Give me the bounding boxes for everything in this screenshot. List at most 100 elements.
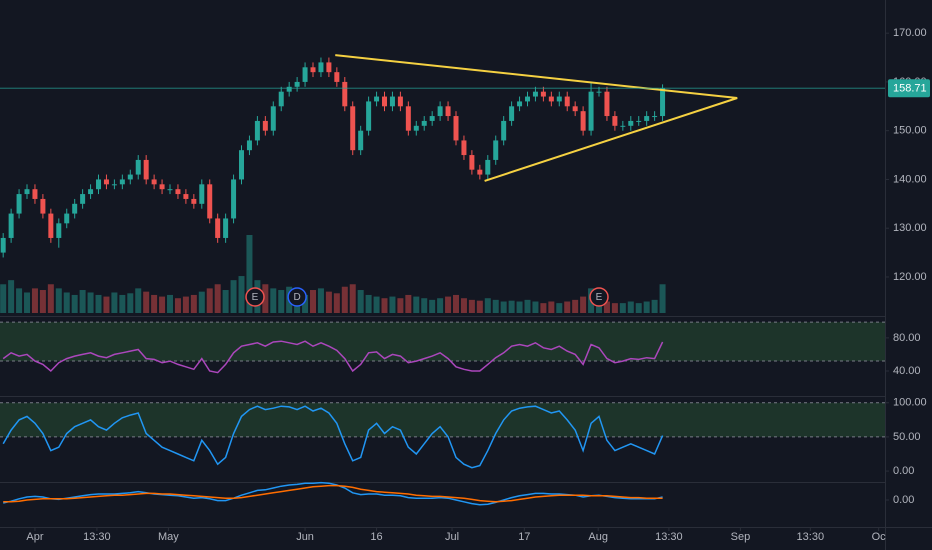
x-tick-label: 17 [518, 531, 530, 543]
candle-body [40, 198, 46, 214]
volume-bar [659, 284, 666, 313]
volume-bar [413, 296, 420, 313]
candle-body [151, 179, 157, 185]
candle-body [604, 91, 610, 117]
candle-body [588, 91, 594, 131]
candle-body [143, 159, 149, 180]
volume-bar [151, 294, 158, 313]
candle-body [556, 96, 562, 102]
candle-body [72, 203, 78, 214]
candle-body [612, 116, 618, 126]
band [0, 402, 885, 437]
x-tick-label: 13:30 [797, 531, 825, 543]
volume-bar [429, 299, 436, 313]
candle-body [493, 140, 499, 160]
y-tick-label: 100.00 [893, 397, 927, 409]
y-tick-label: 50.00 [893, 431, 921, 443]
volume-bar [246, 235, 253, 313]
volume-bar [445, 296, 452, 313]
candle-body [652, 116, 658, 118]
volume-bar [389, 296, 396, 313]
event-label: E [252, 292, 259, 303]
candle-body [111, 184, 117, 186]
candle-body [628, 120, 634, 126]
candle-body [278, 91, 284, 107]
volume-bar [63, 292, 70, 313]
volume-bar [619, 303, 626, 313]
candle-body [405, 106, 411, 131]
volume-bar [460, 298, 467, 313]
y-tick-label: 80.00 [893, 332, 921, 344]
indicator-line [2, 405, 664, 469]
volume-bar [206, 288, 213, 313]
volume-bar [627, 301, 634, 313]
volume-bar [182, 296, 189, 313]
volume-bar [8, 280, 15, 313]
candle-body [16, 194, 22, 214]
volume-bar [556, 303, 563, 313]
last-price-label: 158.71 [893, 83, 927, 95]
event-marker [287, 287, 307, 307]
volume-bar [421, 298, 428, 313]
volume-bar [476, 300, 483, 313]
candle-body [286, 86, 292, 92]
volume-bar [333, 293, 340, 313]
candle-body [366, 101, 372, 131]
candle-body [397, 96, 403, 107]
candle-body [0, 237, 6, 253]
x-tick-label: Oc [872, 531, 887, 543]
candle-body [215, 218, 221, 238]
y-tick-label: 170.00 [893, 27, 927, 39]
candle-body [660, 88, 666, 117]
candle-body [509, 106, 515, 121]
candle-body [636, 120, 642, 122]
candle-body [103, 179, 109, 185]
candle-body [48, 213, 54, 238]
volume-bar [325, 291, 332, 313]
candle-body [119, 179, 125, 185]
x-tick-label: 13:30 [83, 531, 111, 543]
x-tick-label: Jul [445, 531, 459, 543]
candle-body [135, 159, 141, 175]
volume-bar [548, 301, 555, 313]
candle-body [421, 120, 427, 126]
y-tick-label: 140.00 [893, 173, 927, 185]
candle-body [374, 96, 380, 102]
candle-body [429, 116, 435, 121]
candle-body [64, 213, 70, 224]
volume-bar [127, 293, 134, 313]
candle-body [453, 116, 459, 141]
candle-body [342, 81, 348, 107]
volume-bar [635, 303, 642, 313]
candle-body [564, 96, 570, 107]
volume-bar [16, 288, 23, 313]
y-tick-label: 130.00 [893, 222, 927, 234]
volume-bar [405, 294, 412, 313]
candle-body [485, 159, 491, 175]
candle-body [270, 106, 276, 131]
volume-bar [31, 288, 38, 313]
candle-body [207, 184, 213, 219]
volume-bar [95, 294, 102, 313]
volume-bar [532, 301, 539, 313]
volume-bar [111, 292, 118, 313]
volume-bar [24, 292, 31, 313]
trendline [484, 97, 738, 182]
x-tick-label: Aug [588, 531, 608, 543]
volume-bar [230, 280, 237, 313]
volume-bar [508, 300, 515, 313]
y-tick-label: 40.00 [893, 365, 921, 377]
candle-body [572, 106, 578, 112]
volume-bar [135, 288, 142, 313]
candle-body [96, 179, 102, 190]
candle-body [302, 67, 308, 82]
candle-body [461, 140, 467, 156]
volume-bar [484, 298, 491, 313]
event-label: D [294, 292, 301, 303]
x-tick-label: 13:30 [655, 531, 683, 543]
y-tick-label: 150.00 [893, 125, 927, 137]
candle-body [382, 96, 388, 107]
candle-body [445, 106, 451, 117]
candle-body [334, 72, 340, 82]
